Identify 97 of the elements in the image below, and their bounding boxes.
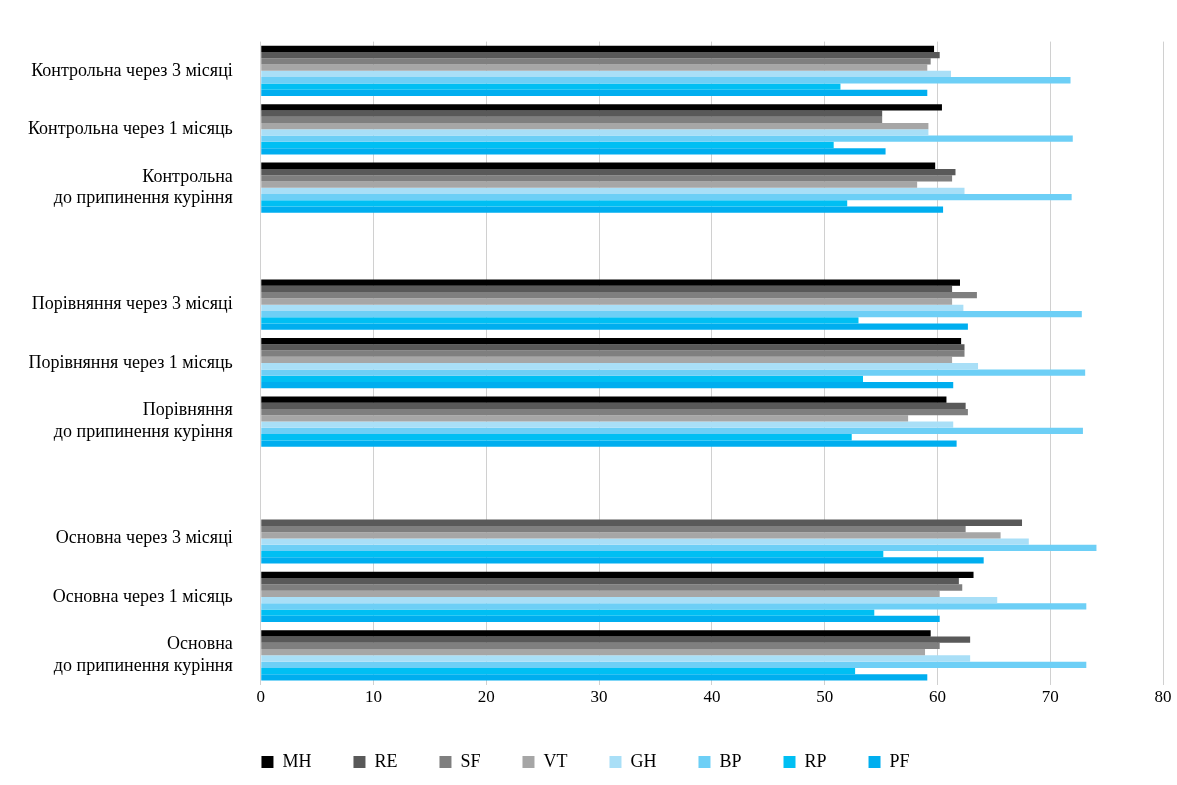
- bar: [261, 661, 1087, 668]
- x-tick-label: 70: [1041, 687, 1059, 707]
- bar: [261, 77, 1071, 84]
- legend-label: BP: [719, 750, 742, 771]
- bar: [261, 64, 928, 71]
- bar: [261, 45, 935, 52]
- bar: [261, 206, 944, 213]
- legend-label: GH: [630, 750, 657, 771]
- bar: [261, 123, 929, 130]
- bar: [261, 363, 979, 370]
- x-tick-label: 10: [365, 687, 383, 707]
- bar: [261, 110, 883, 117]
- bar: [261, 609, 875, 616]
- bar: [261, 369, 1086, 376]
- bar: [261, 630, 931, 637]
- bar: [261, 162, 936, 169]
- bar: [261, 402, 966, 409]
- bar: [261, 525, 966, 533]
- bar: [261, 356, 953, 364]
- x-tick-label: 0: [256, 687, 266, 707]
- y-tick-label: Порівняння через 1 місяць: [28, 351, 233, 372]
- bar: [261, 434, 852, 441]
- y-tick-label: Контрольна через 1 місяць: [27, 118, 233, 139]
- bar: [261, 615, 940, 623]
- y-tick-label: Основна до припинення куріння: [53, 633, 233, 675]
- x-tick-label: 60: [928, 687, 946, 707]
- bar: [261, 116, 883, 123]
- bar: [261, 135, 1073, 142]
- bar: [261, 285, 953, 293]
- bar: [261, 141, 834, 149]
- bar: [261, 292, 977, 299]
- x-tick-label: 30: [590, 687, 608, 707]
- bar: [261, 642, 940, 650]
- y-tick-label: Контрольна через 3 місяці: [31, 59, 233, 80]
- bar: [261, 104, 942, 111]
- legend-label: MH: [282, 750, 312, 771]
- bar: [261, 667, 856, 675]
- bar: [261, 674, 928, 681]
- bar: [261, 396, 947, 403]
- bar: [261, 200, 848, 207]
- x-tick-label: 50: [816, 687, 834, 707]
- bar: [261, 544, 1097, 552]
- bar: [261, 323, 968, 330]
- bar: [261, 596, 998, 604]
- bar: [261, 427, 1083, 435]
- legend-label: VT: [543, 750, 568, 771]
- bar: [261, 519, 1023, 526]
- bar: [261, 421, 954, 428]
- bar: [261, 578, 959, 585]
- bar: [261, 58, 931, 65]
- bar: [261, 649, 926, 656]
- bar: [261, 148, 886, 155]
- bar: [261, 129, 929, 136]
- bar: [261, 89, 928, 96]
- bar: [261, 590, 940, 597]
- bar: [261, 70, 951, 78]
- bar: [261, 168, 956, 176]
- bar: [261, 408, 968, 416]
- bar: [261, 375, 864, 382]
- bar: [261, 317, 859, 324]
- bar: [261, 181, 918, 188]
- bar: [261, 175, 953, 182]
- bar: [261, 337, 962, 345]
- bar: [261, 350, 965, 357]
- bar: [261, 304, 964, 311]
- bar: [261, 279, 960, 286]
- legend-label: RP: [804, 750, 827, 771]
- x-tick-label: 80: [1154, 687, 1172, 707]
- bar: [261, 571, 974, 579]
- bar: [261, 298, 953, 305]
- bar: [261, 538, 1029, 545]
- bar: [261, 532, 1001, 539]
- bar: [261, 440, 957, 447]
- y-tick-label: Порівняння через 3 місяці: [31, 293, 233, 314]
- bar: [261, 584, 963, 591]
- y-tick-label: Основна через 1 місяць: [52, 585, 233, 606]
- bar: [261, 83, 841, 90]
- bar: [261, 603, 1087, 610]
- bar: [261, 636, 971, 643]
- bar: [261, 310, 1082, 318]
- y-tick-label: Порівняння до припинення куріння: [53, 399, 233, 442]
- bar: [261, 551, 884, 558]
- legend-label: RE: [374, 750, 398, 771]
- bar: [261, 194, 1072, 201]
- x-tick-label: 20: [477, 687, 495, 707]
- x-tick-label: 40: [703, 687, 721, 707]
- y-tick-label: Основна через 3 місяці: [55, 527, 233, 548]
- bar: [261, 51, 940, 59]
- bar: [261, 187, 965, 195]
- bar: [261, 655, 971, 662]
- bar: [261, 381, 954, 389]
- bar: [261, 344, 965, 351]
- bar: [261, 415, 909, 422]
- bar: [261, 557, 984, 564]
- y-tick-label: Контрольна до припинення куріння: [53, 165, 233, 208]
- legend-label: PF: [889, 750, 910, 771]
- legend-label: SF: [460, 750, 481, 771]
